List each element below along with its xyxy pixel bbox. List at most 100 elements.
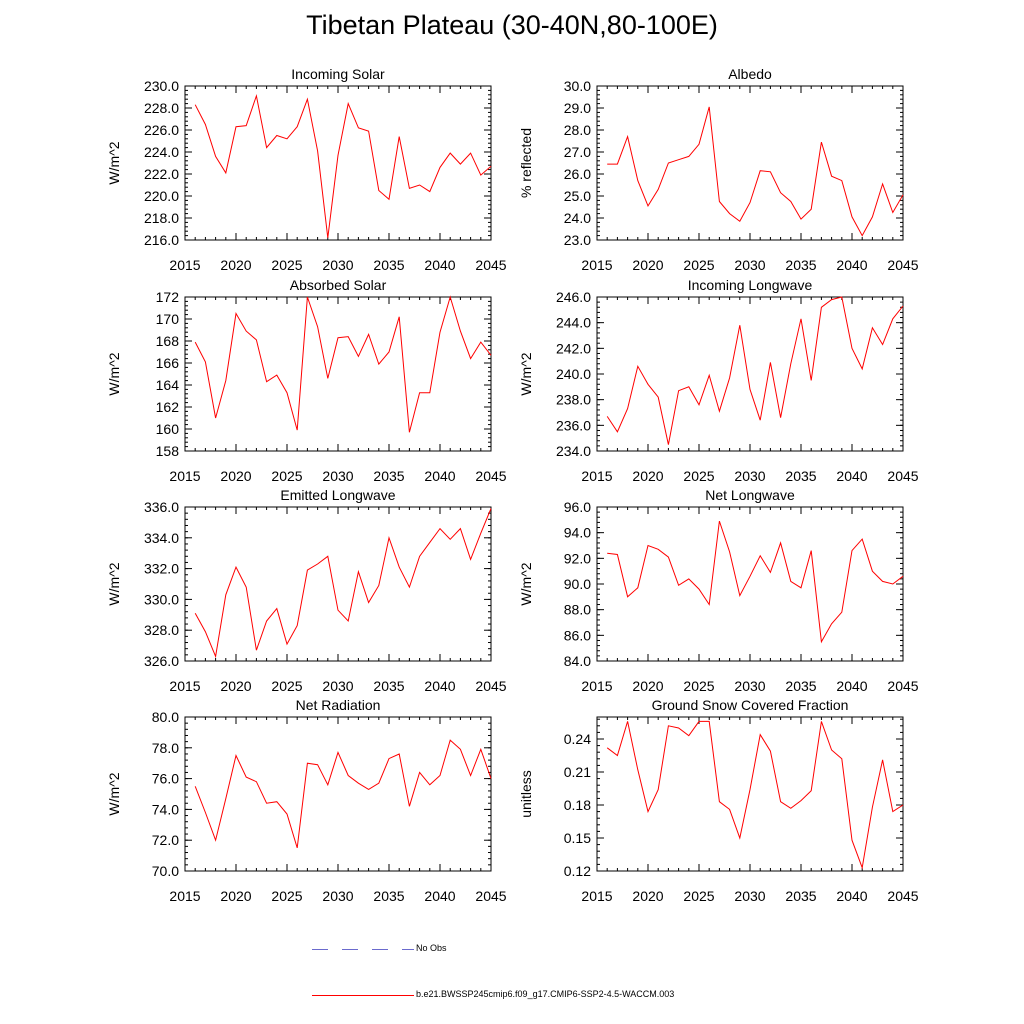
x-tick-label: 2015 (169, 468, 200, 484)
y-tick-label: 80.0 (152, 709, 179, 725)
x-tick-label: 2045 (475, 678, 506, 694)
chart-panel-4: Incoming Longwave W/m^2 2015 2020 2025 2030 20… (518, 277, 919, 484)
y-tick-label: 168 (156, 333, 180, 349)
y-tick-label: 172 (156, 289, 180, 305)
legend-no-obs-line (312, 949, 414, 950)
y-tick-label: 90.0 (564, 576, 591, 592)
x-tick-label: 2020 (220, 468, 251, 484)
y-tick-label: 230.0 (144, 78, 179, 94)
y-tick-label: 74.0 (152, 801, 179, 817)
x-tick-label: 2030 (734, 888, 765, 904)
x-tick-label: 2035 (785, 678, 816, 694)
x-tick-label: 2040 (836, 888, 867, 904)
y-tick-label: 328.0 (144, 622, 179, 638)
y-tick-label: 30.0 (564, 78, 591, 94)
y-tick-label: 28.0 (564, 122, 591, 138)
y-tick-label: 224.0 (144, 144, 179, 160)
x-tick-label: 2030 (322, 678, 353, 694)
y-tick-label: 238.0 (556, 392, 591, 408)
y-tick-label: 332.0 (144, 561, 179, 577)
x-tick-label: 2035 (373, 888, 404, 904)
y-tick-label: 162 (156, 399, 180, 415)
series-line (194, 295, 492, 433)
x-tick-label: 2030 (734, 678, 765, 694)
legend-model-line (312, 995, 414, 996)
y-tick-label: 246.0 (556, 289, 591, 305)
series-line (194, 508, 492, 659)
x-tick-label: 2045 (475, 888, 506, 904)
y-tick-label: 78.0 (152, 740, 179, 756)
chart-title: Absorbed Solar (290, 277, 387, 293)
series-line (607, 106, 904, 237)
page-title: Tibetan Plateau (30-40N,80-100E) (306, 10, 718, 40)
y-tick-label: 0.24 (564, 731, 591, 747)
x-tick-label: 2045 (475, 257, 506, 273)
x-tick-label: 2015 (169, 888, 200, 904)
chart-title: Incoming Longwave (688, 277, 813, 293)
chart-panel-5: Emitted Longwave W/m^2 2015 2020 2025 2030 203… (106, 487, 507, 694)
y-tick-label: 236.0 (556, 417, 591, 433)
x-tick-label: 2020 (220, 257, 251, 273)
series-line (194, 93, 492, 238)
x-tick-label: 2030 (322, 888, 353, 904)
chart-title: Ground Snow Covered Fraction (652, 697, 849, 713)
x-tick-label: 2025 (683, 678, 714, 694)
chart-panel-8: Ground Snow Covered Fraction unitless 2015… (518, 697, 919, 904)
y-tick-label: 164 (156, 377, 180, 393)
x-tick-label: 2015 (169, 257, 200, 273)
y-tick-label: 226.0 (144, 122, 179, 138)
x-tick-label: 2045 (887, 678, 918, 694)
y-tick-label: 94.0 (564, 525, 591, 541)
y-tick-label: 26.0 (564, 166, 591, 182)
x-tick-label: 2030 (734, 468, 765, 484)
x-tick-label: 2035 (785, 468, 816, 484)
chart-title: Albedo (728, 66, 772, 82)
chart-panel-6: Net Longwave W/m^2 2015 2020 2025 2030 2035 204… (518, 487, 919, 694)
y-tick-label: 29.0 (564, 100, 591, 116)
series-line (606, 720, 904, 870)
x-tick-label: 2015 (581, 257, 612, 273)
x-tick-label: 2040 (836, 678, 867, 694)
x-tick-label: 2025 (683, 888, 714, 904)
y-tick-label: 242.0 (556, 340, 591, 356)
x-tick-label: 2040 (424, 888, 455, 904)
x-tick-label: 2035 (373, 468, 404, 484)
x-tick-label: 2015 (169, 678, 200, 694)
y-tick-label: 330.0 (144, 591, 179, 607)
y-tick-label: 23.0 (564, 232, 591, 248)
x-tick-label: 2045 (887, 468, 918, 484)
x-tick-label: 2025 (683, 257, 714, 273)
series-line (194, 739, 492, 849)
x-tick-label: 2040 (424, 257, 455, 273)
y-axis-label: W/m^2 (518, 352, 534, 395)
x-tick-label: 2040 (424, 468, 455, 484)
x-tick-label: 2015 (581, 468, 612, 484)
y-tick-label: 0.12 (564, 863, 591, 879)
x-tick-label: 2045 (887, 888, 918, 904)
legend-no-obs: No Obs (312, 942, 512, 958)
plot-frame (596, 85, 904, 241)
x-tick-label: 2030 (322, 257, 353, 273)
plot-frame (596, 716, 904, 872)
y-axis-label: W/m^2 (106, 141, 122, 184)
x-tick-label: 2025 (271, 678, 302, 694)
y-axis-label: W/m^2 (106, 352, 122, 395)
plot-frame (184, 296, 492, 452)
x-tick-label: 2040 (836, 468, 867, 484)
y-tick-label: 166 (156, 355, 180, 371)
plot-frame (596, 506, 904, 662)
y-tick-label: 70.0 (152, 863, 179, 879)
x-tick-label: 2045 (475, 468, 506, 484)
y-tick-label: 27.0 (564, 144, 591, 160)
chart-panel-3: Absorbed Solar W/m^2 2015 2020 2025 2030 2035 2… (106, 277, 507, 484)
series-line (607, 520, 904, 644)
y-axis-label: W/m^2 (518, 562, 534, 605)
x-tick-label: 2025 (683, 468, 714, 484)
x-tick-label: 2020 (632, 468, 663, 484)
y-axis-label: % reflected (518, 128, 534, 198)
x-tick-label: 2015 (581, 888, 612, 904)
y-tick-label: 218.0 (144, 210, 179, 226)
x-tick-label: 2040 (424, 678, 455, 694)
x-tick-label: 2020 (632, 888, 663, 904)
